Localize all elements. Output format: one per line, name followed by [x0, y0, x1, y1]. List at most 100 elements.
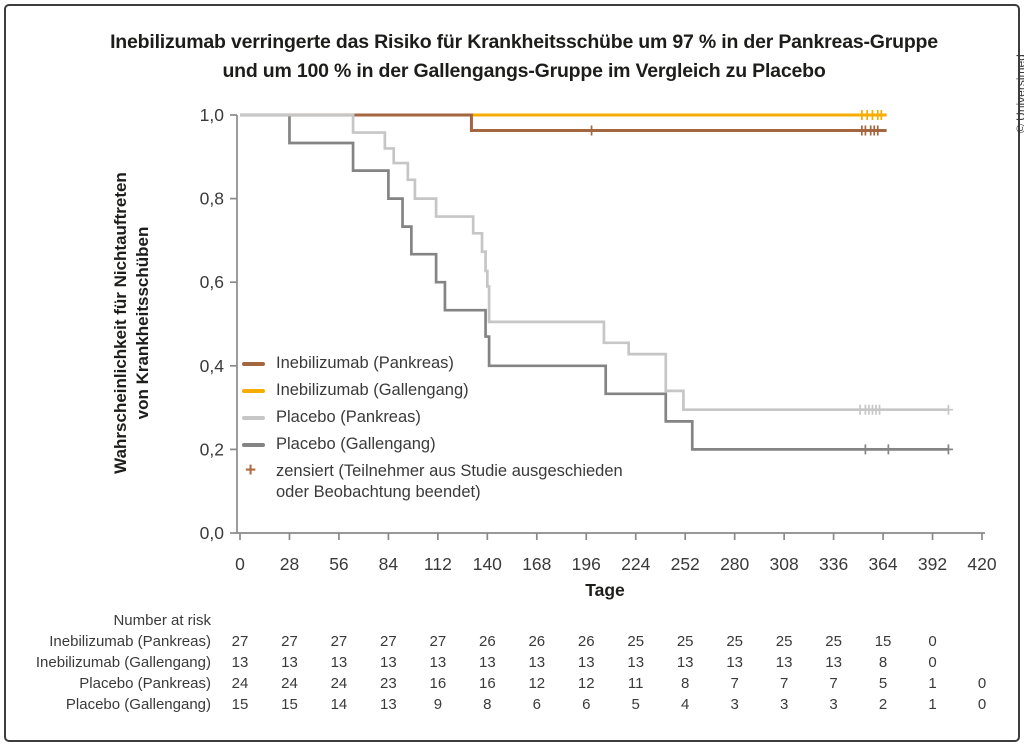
- legend-item-placebo-gallengang: Placebo (Gallengang): [242, 434, 623, 455]
- risk-cell: 13: [478, 654, 496, 671]
- risk-cell: 25: [627, 633, 645, 650]
- risk-cell: 0: [928, 633, 937, 650]
- risk-cell: 26: [478, 633, 496, 650]
- x-axis-label: Tage: [585, 580, 625, 600]
- risk-row-label-placebo-gallengang: Placebo (Gallengang): [65, 696, 211, 713]
- legend-item-inebilizumab-gallengang: Inebilizumab (Gallengang): [242, 380, 623, 401]
- risk-cell: 11: [627, 675, 644, 692]
- risk-cell: 13: [577, 654, 595, 671]
- risk-cell: 5: [878, 675, 888, 692]
- x-tick-label: 420: [967, 554, 996, 574]
- risk-cell: 27: [380, 633, 397, 650]
- legend-item-censored: + zensiert (Teilnehmer aus Studie ausgesc…: [242, 461, 623, 503]
- x-tick-label: 84: [379, 554, 399, 574]
- risk-cell: 25: [775, 633, 793, 650]
- x-tick-label: 0: [235, 554, 245, 574]
- censor-mark-inebilizumab-pankreas: [587, 125, 597, 136]
- risk-cell: 6: [582, 696, 591, 713]
- y-tick-label: 0,8: [200, 189, 224, 209]
- x-tick-label: 196: [572, 554, 601, 574]
- x-tick-label: 364: [868, 554, 897, 574]
- censor-mark-placebo-gallengang: [883, 444, 893, 455]
- risk-cell: 7: [829, 675, 838, 692]
- risk-cell: 13: [380, 654, 397, 671]
- risk-cell: 13: [676, 654, 694, 671]
- risk-cell: 27: [231, 633, 249, 650]
- risk-cell: 6: [532, 696, 541, 713]
- risk-cell: 7: [730, 675, 739, 692]
- censor-mark-placebo-gallengang: [860, 444, 870, 455]
- censor-mark-placebo-pankreas: [943, 404, 953, 415]
- risk-cell: 15: [874, 633, 892, 650]
- risk-cell: 13: [231, 654, 249, 671]
- y-tick-label: 1,0: [200, 105, 225, 125]
- legend-censored-label: zensiert (Teilnehmer aus Studie ausgesch…: [276, 462, 623, 501]
- legend-item-placebo-pankreas: Placebo (Pankreas): [242, 407, 623, 428]
- risk-cell: 13: [429, 654, 447, 671]
- legend-item-label: Placebo (Pankreas): [276, 408, 421, 426]
- y-tick-label: 0,4: [200, 356, 225, 376]
- risk-cell: 16: [429, 675, 447, 692]
- risk-cell: 7: [779, 675, 789, 692]
- x-tick-label: 168: [522, 554, 551, 574]
- chart-title: Inebilizumab verringerte das Risiko für …: [24, 28, 1024, 86]
- legend-line-swatch: [242, 362, 265, 366]
- risk-cell: 5: [631, 696, 640, 713]
- risk-cell: 25: [676, 633, 694, 650]
- risk-cell: 0: [977, 675, 987, 692]
- x-tick-label: 28: [280, 554, 299, 574]
- risk-row-label-placebo-pankreas: Placebo (Pankreas): [79, 675, 211, 692]
- censor-mark-inebilizumab-gallengang: [876, 110, 886, 120]
- censor-mark-placebo-gallengang: [943, 444, 953, 455]
- x-tick-label: 392: [918, 554, 947, 574]
- risk-cell: 13: [528, 654, 546, 671]
- risk-cell: 1: [928, 696, 937, 713]
- risk-cell: 25: [726, 633, 743, 650]
- censored-plus-icon: +: [245, 460, 257, 481]
- risk-cell: 12: [577, 675, 595, 692]
- risk-cell: 12: [528, 675, 546, 692]
- risk-cell: 2: [878, 696, 888, 713]
- x-tick-label: 252: [671, 554, 700, 574]
- risk-cell: 3: [779, 696, 789, 713]
- risk-cell: 27: [330, 633, 348, 650]
- x-tick-label: 224: [621, 554, 650, 574]
- risk-cell: 9: [433, 696, 443, 713]
- series-path-inebilizumab-pankreas: [240, 113, 887, 132]
- risk-cell: 24: [231, 675, 249, 692]
- x-tick-label: 280: [720, 554, 749, 574]
- risk-cell: 15: [281, 696, 298, 713]
- y-tick-label: 0,0: [200, 523, 225, 543]
- legend-item-inebilizumab-pankreas: Inebilizumab (Pankreas): [242, 353, 623, 374]
- x-tick-label: 336: [819, 554, 848, 574]
- risk-row-label-inebilizumab-pankreas: Inebilizumab (Pankreas): [49, 633, 211, 650]
- legend-item-label: Placebo (Gallengang): [276, 435, 436, 453]
- censor-mark-placebo-pankreas: [875, 404, 885, 415]
- risk-cell: 13: [726, 654, 743, 671]
- chart-title-line2: und um 100 % in der Gallengangs-Gruppe i…: [222, 60, 826, 82]
- legend-line-swatch: [242, 443, 265, 447]
- risk-cell: 3: [730, 696, 739, 713]
- risk-cell: 15: [231, 696, 249, 713]
- risk-cell: 26: [577, 633, 595, 650]
- censor-mark-inebilizumab-pankreas: [873, 125, 883, 136]
- risk-cell: 3: [829, 696, 838, 713]
- risk-cell: 13: [627, 654, 645, 671]
- risk-cell: 27: [429, 633, 447, 650]
- risk-cell: 27: [281, 633, 298, 650]
- risk-cell: 13: [380, 696, 397, 713]
- legend-item-label: Inebilizumab (Gallengang): [276, 381, 469, 399]
- series-path-placebo-pankreas: [240, 113, 949, 412]
- risk-cell: 24: [281, 675, 298, 692]
- risk-cell: 25: [825, 633, 842, 650]
- legend-item-label: Inebilizumab (Pankreas): [276, 354, 454, 372]
- risk-cell: 14: [330, 696, 348, 713]
- chart-title-line1: Inebilizumab verringerte das Risiko für …: [110, 31, 938, 53]
- risk-cell: 24: [330, 675, 348, 692]
- y-tick-label: 0,6: [200, 272, 224, 292]
- legend-line-swatch: [242, 416, 265, 420]
- risk-cell: 26: [528, 633, 546, 650]
- risk-row-label-inebilizumab-gallengang: Inebilizumab (Gallengang): [35, 654, 211, 671]
- risk-cell: 8: [483, 696, 492, 713]
